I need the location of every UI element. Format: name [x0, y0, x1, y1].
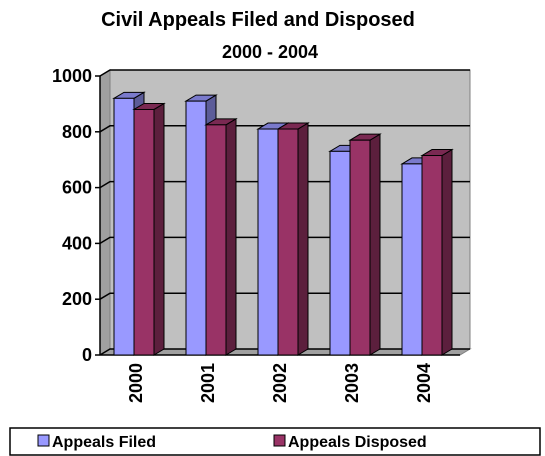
bar-side: [441, 148, 453, 356]
x-tick-label: 2001: [198, 363, 218, 403]
legend-label: Appeals Filed: [52, 434, 156, 451]
bar-side: [369, 133, 381, 356]
bar: [185, 100, 207, 356]
y-tick-label: 0: [82, 345, 92, 365]
bar: [205, 124, 227, 356]
bar: [257, 128, 279, 356]
y-tick-label: 600: [62, 178, 92, 198]
x-tick-label: 2003: [342, 363, 362, 403]
bar-side: [225, 117, 237, 356]
bar: [113, 97, 135, 356]
grid-line: [99, 125, 470, 133]
bar: [421, 155, 443, 356]
bar: [277, 128, 299, 356]
y-tick-label: 200: [62, 289, 92, 309]
legend-label: Appeals Disposed: [288, 434, 427, 451]
grid-line: [99, 69, 470, 77]
bar: [133, 108, 155, 356]
bar: [401, 163, 423, 356]
y-tick-label: 400: [62, 233, 92, 253]
x-tick-label: 2000: [126, 363, 146, 403]
y-tick-label: 1000: [52, 66, 92, 86]
side-wall: [99, 69, 111, 356]
y-tick-label: 800: [62, 122, 92, 142]
bar-side: [297, 122, 309, 356]
chart-title: Civil Appeals Filed and Disposed: [101, 9, 415, 31]
chart-subtitle: 2000 - 2004: [222, 42, 318, 62]
bar: [329, 150, 351, 356]
legend-swatch: [37, 434, 50, 447]
legend-swatch: [273, 434, 286, 447]
bar: [349, 139, 371, 356]
x-tick-label: 2002: [270, 363, 290, 403]
bar-side: [153, 102, 165, 356]
x-tick-label: 2004: [414, 363, 434, 403]
